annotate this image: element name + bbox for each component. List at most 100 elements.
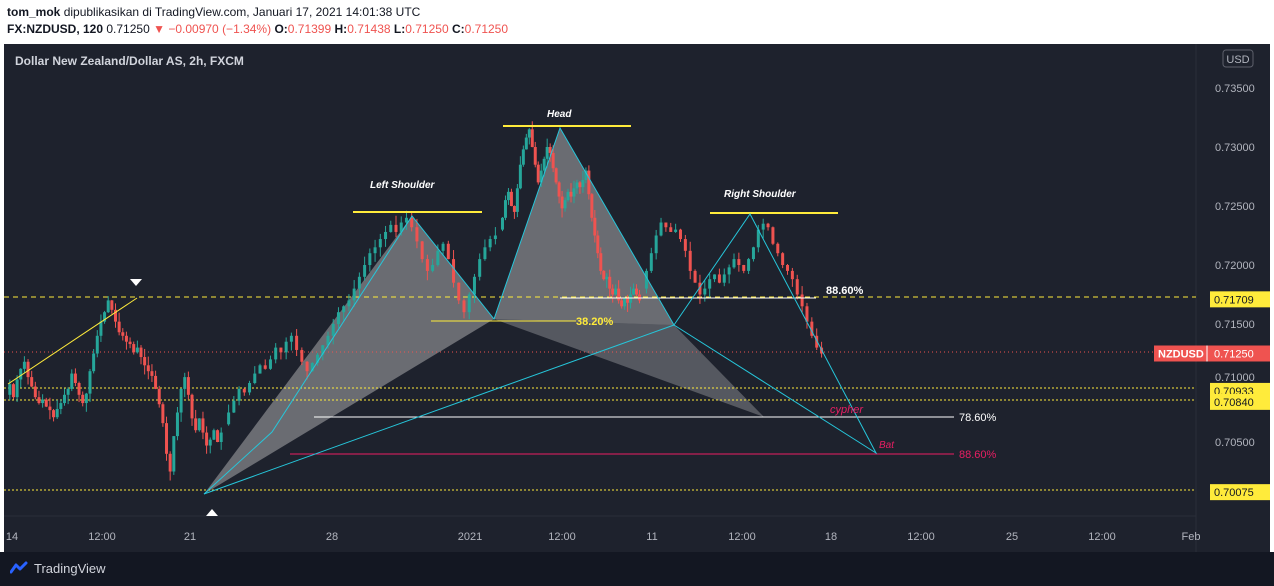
candle-body [771, 227, 775, 244]
candle-body [300, 349, 304, 362]
candle-body [584, 170, 588, 181]
candle-body [664, 222, 668, 228]
candle-body [800, 294, 804, 307]
candle-body [483, 247, 487, 260]
candle-body [227, 412, 231, 425]
candle-body [545, 147, 549, 159]
candle-body [242, 388, 246, 393]
candle-body [336, 312, 340, 324]
candle-body [737, 259, 741, 265]
candle-body [258, 365, 262, 374]
high-value: 0.71438 [347, 22, 391, 36]
candle-body [425, 259, 429, 271]
candle-body [587, 170, 591, 195]
pivot-high-marker-icon [130, 279, 142, 286]
candle-body [688, 250, 692, 271]
price-chart[interactable]: Dollar New Zealand/Dollar AS, 2h, FXCM L… [4, 44, 1270, 552]
candle-body [620, 300, 624, 307]
candle-body [441, 243, 445, 251]
candle-body [410, 217, 414, 228]
pattern-label-bat: Bat [879, 440, 895, 451]
price-change: −0.00970 (−1.34%) [168, 22, 272, 36]
author-name[interactable]: tom_mok [7, 5, 61, 19]
candle-body [161, 404, 165, 424]
candle-body [742, 265, 746, 271]
candle-body [751, 247, 755, 260]
fib-label-886-bat: 88.60% [959, 449, 997, 461]
x-tick-label: 12:00 [728, 531, 756, 543]
candle-body [175, 412, 179, 437]
pattern-label-cypher: cypher [830, 404, 864, 416]
candle-body [548, 147, 552, 153]
candle-body [263, 365, 267, 369]
candle-body [527, 129, 531, 138]
chart-panel[interactable]: Dollar New Zealand/Dollar AS, 2h, FXCM L… [4, 44, 1270, 552]
candle-body [815, 335, 819, 348]
currency-button[interactable] [1222, 49, 1254, 68]
candle-body [232, 400, 236, 413]
candle-body [698, 282, 702, 295]
tradingview-brand[interactable]: TradingView [34, 561, 106, 576]
candle-body [30, 377, 34, 387]
candle-body [581, 180, 585, 188]
time-axis[interactable]: 14 12:00 21 28 2021 12:00 11 12:00 18 12:00 25 12:0… [6, 531, 1201, 543]
y-tick-label: 0.72000 [1215, 260, 1255, 272]
candle-body [472, 276, 476, 295]
harmonic-xc-line [203, 324, 675, 495]
candle-body [626, 298, 630, 303]
candle-body [216, 430, 220, 442]
candle-body [509, 191, 513, 206]
candle-body [669, 227, 673, 232]
candle-body [732, 259, 736, 268]
candle-body [219, 432, 223, 442]
price-tag-label: 0.70075 [1214, 487, 1254, 499]
candle-body [106, 300, 110, 313]
x-tick-label: Feb [1182, 531, 1201, 543]
low-value: 0.71250 [405, 22, 449, 36]
candle-body [399, 222, 403, 232]
candle-body [289, 335, 293, 342]
candle-body [321, 345, 325, 355]
candle-body [88, 371, 92, 394]
candle-body [766, 223, 770, 228]
fib-label-382: 38.20% [576, 316, 614, 328]
candle-body [521, 149, 525, 165]
candle-body [578, 182, 582, 188]
candles [8, 121, 824, 481]
published-text: dipublikasikan di TradingView.com, Janua… [63, 5, 421, 19]
candle-body [205, 432, 209, 446]
candle-body [795, 279, 799, 295]
candle-body [683, 239, 687, 251]
candle-body [363, 265, 367, 277]
tradingview-logo-icon[interactable] [10, 561, 30, 575]
candle-body [84, 393, 88, 404]
candle-body [605, 276, 609, 280]
price-axis[interactable]: USD 0.73500 0.73000 0.72500 0.72000 0.71500 0… [1215, 49, 1255, 502]
candle-body [168, 453, 172, 472]
candle-body [512, 206, 516, 212]
candle-body [524, 137, 528, 150]
candle-body [810, 321, 814, 336]
candle-body [11, 384, 15, 398]
symbol-ohlc-line: FX:NZDUSD, 120 0.71250 ▼ −0.00970 (−1.34… [7, 22, 508, 36]
label-head: Head [547, 109, 572, 120]
high-label: H: [334, 22, 348, 36]
candle-body [575, 182, 579, 189]
y-tick-label: 0.71000 [1215, 372, 1255, 384]
candle-body [678, 229, 682, 240]
y-tick-label: 0.70500 [1215, 437, 1255, 449]
candle-body [629, 294, 633, 303]
symbol-label: FX:NZDUSD, 120 [7, 22, 104, 36]
candle-body [551, 152, 555, 169]
candle-body [446, 243, 450, 260]
fib-label-886: 88.60% [826, 285, 864, 297]
candle-body [132, 344, 136, 353]
candle-body [347, 300, 351, 307]
harmonic-pattern-lines [203, 126, 878, 495]
trend-line-yellow [7, 297, 138, 385]
currency-label: USD [1226, 54, 1249, 66]
fib-label-786: 78.60% [959, 412, 997, 424]
candle-body [66, 388, 70, 395]
candle-body [22, 361, 26, 369]
candle-body [389, 224, 393, 232]
